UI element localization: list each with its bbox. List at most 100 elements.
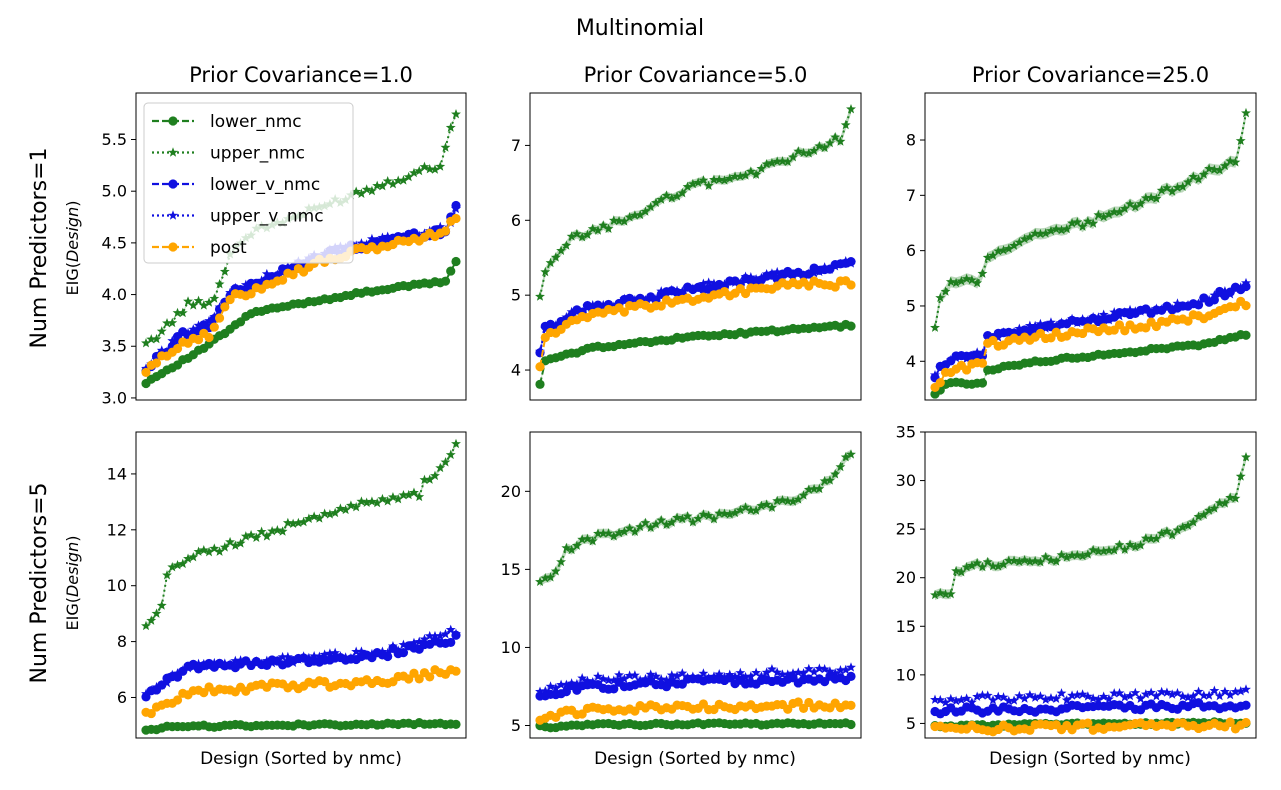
post-point	[1225, 717, 1235, 727]
lower_nmc-markers	[930, 330, 1251, 399]
post-markers	[930, 296, 1251, 393]
post-point	[830, 282, 840, 292]
upper_nmc-point	[377, 180, 388, 191]
legend-marker	[168, 242, 178, 252]
y-tick-label: 15	[896, 617, 916, 636]
legend-item: lower_nmc	[152, 112, 302, 132]
upper_nmc-point	[545, 572, 556, 582]
upper_nmc-point	[935, 292, 946, 303]
upper_nmc-point	[188, 300, 199, 310]
upper_nmc-point	[698, 509, 709, 519]
upper_v_nmc-point	[735, 667, 746, 678]
upper_nmc-point	[824, 137, 835, 148]
upper_nmc-point	[198, 544, 209, 555]
upper_v_nmc-point	[1125, 690, 1135, 701]
post-point	[535, 362, 545, 372]
upper_nmc-point	[661, 519, 672, 530]
subplot-6: 5 10 15 20 25 30 35	[896, 423, 1257, 739]
upper_nmc-point	[162, 317, 172, 328]
upper_nmc-point	[993, 246, 1004, 256]
upper_nmc-point	[1235, 135, 1246, 146]
upper_nmc-point	[324, 509, 335, 519]
upper_nmc-point	[724, 173, 735, 183]
upper_v_nmc-point	[672, 670, 682, 681]
upper_nmc-point	[1172, 525, 1183, 535]
upper_nmc-point	[303, 513, 314, 523]
upper_nmc-point	[756, 500, 767, 511]
upper_nmc-point	[1140, 192, 1151, 203]
lower_v_nmc-point	[1209, 295, 1219, 305]
upper_nmc-point	[945, 276, 956, 287]
upper_v_nmc-point	[1024, 689, 1035, 700]
upper_nmc-point	[1114, 206, 1125, 217]
upper_v_nmc-point	[587, 299, 598, 310]
upper_nmc-point	[561, 542, 572, 553]
chart-suptitle: Multinomial	[576, 16, 704, 41]
upper_nmc-point	[1225, 492, 1236, 502]
upper_nmc-point	[1093, 209, 1104, 220]
upper_nmc-point	[445, 449, 456, 460]
upper_nmc-point	[340, 504, 351, 515]
upper_nmc-point	[1088, 218, 1099, 228]
post-line	[539, 279, 852, 367]
upper_nmc-point	[793, 494, 804, 504]
upper_nmc-point	[961, 273, 972, 284]
upper_v_nmc-point	[424, 630, 435, 641]
upper_nmc-point	[167, 561, 178, 572]
upper_v_nmc-point	[382, 231, 393, 241]
upper_v_nmc-point	[1167, 689, 1178, 699]
upper_nmc-point	[1030, 555, 1041, 566]
upper_v_nmc-point	[1019, 693, 1030, 703]
post-point	[656, 301, 666, 311]
lower_v_nmc-point	[561, 687, 571, 697]
upper_v_nmc-point	[740, 671, 751, 682]
upper_nmc-point	[1040, 228, 1051, 238]
legend-label: lower_v_nmc	[210, 175, 320, 195]
upper_nmc-point	[703, 180, 714, 190]
lower_v_nmc-markers	[930, 698, 1251, 719]
upper_nmc-line	[934, 456, 1247, 597]
upper_nmc-point	[556, 245, 567, 255]
y-tick-label: 3.0	[102, 388, 127, 407]
upper_nmc-point	[714, 174, 725, 184]
upper_nmc-point	[672, 191, 682, 201]
y-tick-label: 5.0	[102, 182, 127, 201]
plot-frame	[529, 431, 862, 739]
upper_nmc-point	[951, 277, 962, 288]
upper_nmc-point	[935, 587, 946, 598]
subplot-title: Prior Covariance=5.0	[584, 63, 808, 87]
upper_v_nmc-point	[1225, 689, 1236, 700]
upper_v_nmc-point	[1188, 691, 1199, 701]
upper_nmc-point	[177, 558, 188, 569]
upper_v_nmc-point	[1230, 686, 1241, 697]
plot-frame	[924, 92, 1257, 401]
upper_nmc-point	[1241, 107, 1251, 118]
upper_nmc-point	[1130, 541, 1141, 552]
post-point	[1241, 717, 1251, 728]
upper_nmc-point	[966, 274, 977, 285]
legend-item: upper_v_nmc	[152, 207, 324, 227]
upper_nmc-point	[940, 286, 951, 296]
upper_v_nmc-point	[782, 669, 793, 679]
upper_nmc-point	[1030, 228, 1041, 238]
upper_v_nmc-point	[1009, 695, 1020, 705]
upper_v_nmc-point	[167, 335, 178, 346]
upper_v_nmc-point	[1183, 692, 1193, 702]
post-point	[151, 358, 162, 368]
upper_nmc-point	[435, 161, 446, 171]
upper_v_nmc-point	[577, 673, 588, 683]
upper_nmc-point	[424, 474, 435, 484]
upper_v_nmc-point	[993, 691, 1004, 701]
upper_nmc-point	[824, 475, 835, 485]
upper_nmc-point	[1098, 211, 1109, 222]
lower_v_nmc-point	[398, 648, 409, 658]
upper_nmc-point	[571, 228, 582, 239]
upper_v_nmc-point	[1156, 686, 1167, 697]
lower_nmc-point	[846, 321, 856, 331]
upper_nmc-point	[745, 166, 756, 176]
upper_v_nmc-point	[1219, 686, 1230, 696]
upper_nmc-point	[256, 526, 267, 536]
lower_nmc-markers	[141, 718, 461, 735]
post-point	[425, 672, 435, 682]
upper_nmc-point	[550, 566, 561, 576]
